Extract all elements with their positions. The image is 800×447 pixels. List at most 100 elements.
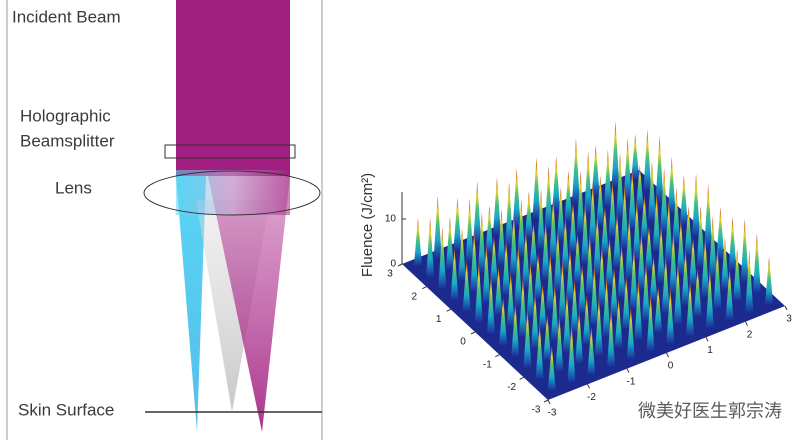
peak: [643, 129, 652, 191]
peak: [573, 232, 582, 284]
peak: [543, 314, 552, 360]
peak: [591, 145, 600, 196]
peak: [596, 175, 605, 226]
peak: [594, 297, 603, 356]
peak: [445, 216, 454, 270]
peak: [518, 276, 527, 338]
peak: [584, 151, 593, 215]
peak: [713, 247, 722, 309]
peak: [613, 212, 622, 268]
peak: [521, 230, 530, 288]
peak: [534, 253, 543, 299]
label: Incident Beam: [12, 7, 121, 26]
x-tick-label: 0: [668, 361, 674, 372]
peak: [465, 199, 474, 262]
peak: [541, 220, 550, 280]
peak: [708, 215, 717, 279]
peak: [590, 265, 599, 326]
peak: [567, 323, 576, 383]
peak: [575, 310, 584, 364]
peak: [482, 243, 491, 304]
peak: [720, 237, 729, 290]
peak: [426, 217, 435, 278]
peak: [644, 225, 653, 272]
lens-fill: [176, 170, 290, 215]
peak: [689, 237, 698, 286]
peak: [499, 296, 508, 346]
peak: [673, 262, 682, 325]
peak: [603, 149, 612, 207]
y-tick-label: -2: [507, 382, 516, 393]
peak: [547, 345, 556, 391]
peak: [610, 267, 619, 318]
peak: [705, 268, 714, 328]
peak: [458, 228, 467, 281]
x-tick: [705, 337, 709, 342]
peak: [745, 250, 754, 313]
peak: [686, 280, 695, 336]
peak: [571, 138, 580, 204]
peak: [462, 259, 471, 312]
peak: [693, 268, 702, 317]
y-tick-label: 3: [387, 269, 393, 280]
peak: [477, 212, 486, 273]
peak: [672, 187, 681, 245]
peak: [582, 295, 591, 345]
peak: [752, 232, 761, 293]
y-tick-label: 2: [412, 291, 418, 302]
peak: [725, 268, 734, 320]
peak: [634, 279, 643, 340]
peak: [552, 156, 561, 211]
peak: [669, 231, 678, 294]
x-tick: [666, 352, 669, 358]
peak: [494, 266, 503, 315]
y-tick: [519, 376, 524, 380]
beamsplitter: [164, 144, 296, 159]
peak: [614, 297, 623, 348]
label: Lens: [55, 178, 92, 197]
peak: [602, 276, 611, 337]
peak: [526, 261, 535, 319]
peak: [611, 121, 620, 188]
peak: [450, 247, 459, 300]
peak: [535, 323, 544, 380]
y-tick: [397, 263, 403, 267]
peak: [628, 169, 637, 230]
peak: [532, 157, 541, 219]
peak: [568, 201, 577, 253]
peak: [581, 202, 590, 265]
peak: [640, 195, 649, 241]
x-tick-label: 1: [707, 345, 713, 356]
peak: [622, 275, 631, 329]
z-tick-label: 10: [385, 214, 397, 225]
peak: [632, 200, 641, 260]
optics-diagram: Incident Beam Holographic Beamsplitter L…: [6, 0, 323, 440]
peak: [492, 177, 501, 235]
peak: [661, 255, 670, 313]
peak: [765, 256, 774, 305]
peak: [514, 245, 523, 307]
peak: [728, 216, 737, 271]
peak: [531, 292, 540, 349]
peak: [641, 262, 650, 321]
peak: [553, 229, 562, 292]
x-tick: [547, 399, 551, 405]
peak: [681, 249, 690, 306]
x-tick-label: 2: [747, 329, 753, 340]
y-tick: [543, 399, 549, 403]
peak: [637, 231, 646, 291]
x-tick: [587, 384, 590, 389]
peak: [555, 315, 564, 372]
peak: [558, 260, 567, 322]
peak: [556, 186, 565, 242]
y-tick: [495, 354, 500, 358]
label: Skin Surface: [18, 400, 114, 419]
label: Beamsplitter: [20, 131, 115, 150]
peak: [474, 262, 483, 323]
peak: [652, 192, 661, 252]
peak: [433, 195, 442, 258]
watermark: 微美好医生郭宗涛: [638, 401, 782, 421]
peak: [667, 156, 676, 214]
peak: [523, 308, 532, 368]
